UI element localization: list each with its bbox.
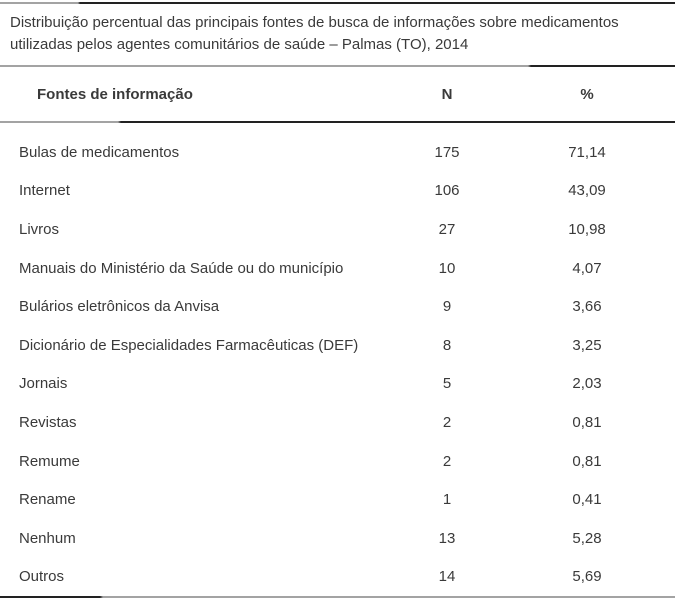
row-n: 13 <box>438 529 456 547</box>
row-percent: 4,07 <box>572 259 602 277</box>
row-label: Jornais <box>19 375 68 393</box>
caption-divider-rule <box>0 65 675 67</box>
row-n: 5 <box>442 375 452 393</box>
table-row: Outros 14 5,69 <box>0 558 675 597</box>
bottom-rule <box>0 596 675 598</box>
table-body: Bulas de medicamentos 175 71,14 Internet… <box>0 123 675 596</box>
row-n: 175 <box>434 143 460 161</box>
row-percent: 5,69 <box>572 568 602 586</box>
row-n: 27 <box>438 220 456 238</box>
row-percent: 0,81 <box>572 452 602 470</box>
top-rule <box>0 2 675 4</box>
row-label: Remume <box>19 452 80 470</box>
table-header-row: Fontes de informação N % <box>0 67 675 121</box>
row-percent: 0,81 <box>572 413 602 431</box>
table-caption-line1: Distribuição percentual das principais f… <box>10 14 619 31</box>
table-row: Rename 1 0,41 <box>0 480 675 519</box>
header-n: N <box>441 85 453 103</box>
row-n: 2 <box>442 452 452 470</box>
table-row: Manuais do Ministério da Saúde ou do mun… <box>0 249 675 288</box>
row-n: 2 <box>442 413 452 431</box>
row-label: Internet <box>19 182 70 200</box>
table-caption: Distribuição percentual das principais f… <box>10 12 667 56</box>
row-label: Revistas <box>19 413 77 431</box>
table-row: Nenhum 13 5,28 <box>0 519 675 558</box>
row-percent: 2,03 <box>572 375 602 393</box>
table-row: Revistas 2 0,81 <box>0 403 675 442</box>
row-percent: 3,25 <box>572 336 602 354</box>
row-n: 8 <box>442 336 452 354</box>
table-row: Bulas de medicamentos 175 71,14 <box>0 133 675 172</box>
row-percent: 3,66 <box>572 298 602 316</box>
row-label: Dicionário de Especialidades Farmacêutic… <box>19 336 359 354</box>
row-percent: 10,98 <box>568 220 606 238</box>
row-n: 9 <box>442 298 452 316</box>
header-divider-rule <box>0 121 675 123</box>
table-row: Bulários eletrônicos da Anvisa 9 3,66 <box>0 287 675 326</box>
table-row: Dicionário de Especialidades Farmacêutic… <box>0 326 675 365</box>
row-percent: 5,28 <box>572 529 602 547</box>
row-percent: 0,41 <box>572 491 602 509</box>
table-row: Remume 2 0,81 <box>0 442 675 481</box>
table-caption-line2: utilizadas pelos agentes comunitários de… <box>10 36 469 53</box>
row-percent: 71,14 <box>568 143 606 161</box>
row-label: Outros <box>19 568 65 586</box>
table-row: Livros 27 10,98 <box>0 210 675 249</box>
row-label: Rename <box>19 491 76 509</box>
row-n: 106 <box>434 182 460 200</box>
row-label: Livros <box>19 220 60 238</box>
row-label: Bulas de medicamentos <box>19 143 180 161</box>
row-n: 14 <box>438 568 456 586</box>
header-percent: % <box>580 85 594 103</box>
row-percent: 43,09 <box>568 182 606 200</box>
row-label: Manuais do Ministério da Saúde ou do mun… <box>19 259 344 277</box>
row-label: Bulários eletrônicos da Anvisa <box>19 298 220 316</box>
row-n: 1 <box>442 491 452 509</box>
table-row: Internet 106 43,09 <box>0 172 675 211</box>
row-n: 10 <box>438 259 456 277</box>
header-source: Fontes de informação <box>37 85 193 103</box>
row-label: Nenhum <box>19 529 76 547</box>
table-row: Jornais 5 2,03 <box>0 365 675 404</box>
